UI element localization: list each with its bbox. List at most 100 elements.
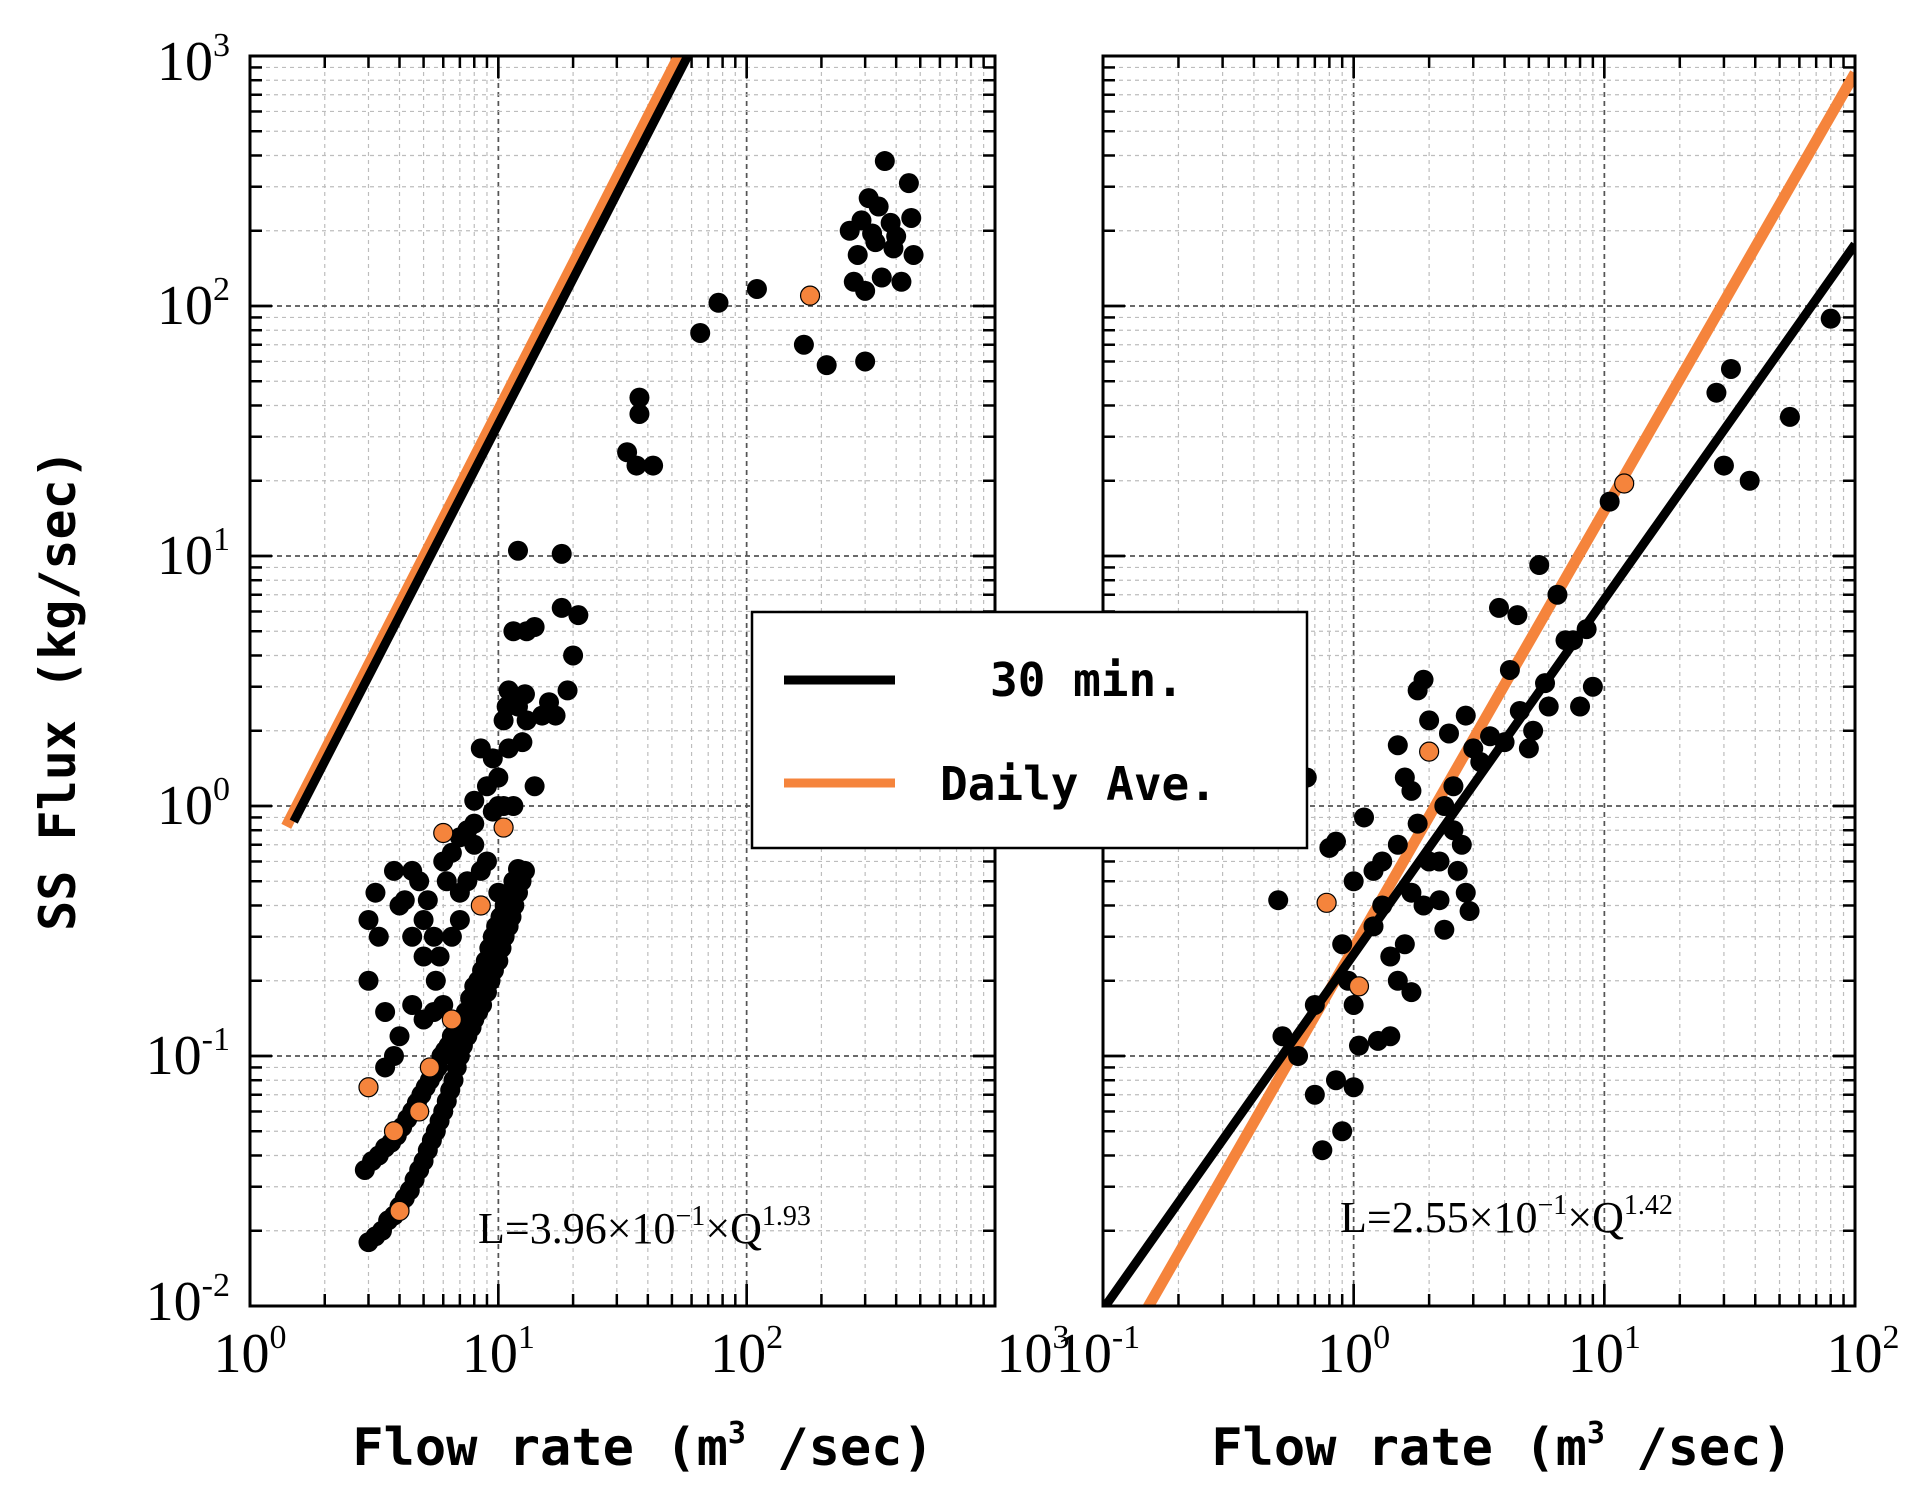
point-30min [1372,895,1393,916]
left-x-axis-label: Flow rate (m3 /sec) [352,1416,934,1478]
point-30min [545,705,566,726]
point-daily-ave [383,1121,405,1142]
x-tick-label: 102 [710,1319,783,1385]
point-30min [1518,738,1539,759]
y-tick-label: 100 [157,771,230,837]
point-30min [1529,555,1550,576]
point-30min [1272,1026,1293,1047]
point-30min [507,540,528,561]
point-30min [1434,796,1455,816]
point-30min [1325,831,1346,852]
point-30min [402,994,423,1015]
point-30min [855,280,876,301]
point-30min [1509,700,1530,721]
point-30min [874,151,895,172]
point-30min [1343,1077,1364,1098]
point-30min [1401,982,1422,1003]
point-30min [1720,358,1741,379]
point-30min [1563,630,1584,651]
point-30min [488,767,509,788]
point-30min [449,909,470,930]
point-30min [629,403,650,424]
point-30min [516,710,537,731]
point-30min [1434,919,1455,940]
point-daily-ave [409,1101,430,1122]
point-daily-ave [1419,741,1440,762]
point-30min [383,1046,404,1066]
point-30min [1451,834,1472,855]
point-30min [512,732,533,753]
point-30min [690,322,711,343]
fit-line-daily-ave- [1142,70,1855,1306]
point-30min [429,946,450,967]
right-x-tick-labels: 10-1 100 101 102 [1056,1319,1900,1385]
point-30min [868,196,889,217]
point-30min [643,455,664,476]
point-30min [1325,1070,1346,1091]
point-30min [1380,946,1401,967]
point-30min [441,842,462,863]
point-30min [1413,895,1434,916]
point-daily-ave [1614,473,1635,494]
point-30min [1312,1140,1333,1161]
point-30min [1372,851,1393,872]
left-y-tick-labels: 10-2 10-1 100 101 102 103 [146,27,230,1333]
point-30min [871,267,892,288]
point-daily-ave [799,285,821,306]
point-30min [1387,735,1408,756]
left-x-tick-labels: 100 101 102 103 [214,1319,1070,1385]
right-equation: L=2.55×10−1×Q1.42 [1340,1190,1673,1242]
point-30min [1488,597,1509,618]
point-30min [1401,780,1422,801]
point-30min [865,232,886,253]
left-chart: 100 101 102 103 10-2 10-1 100 101 102 103 L=3.96… [146,27,1070,1385]
x-tick-label: 101 [1568,1319,1641,1385]
point-30min [1820,308,1841,329]
point-30min [503,796,524,816]
point-30min [1429,851,1450,872]
point-30min [1343,994,1364,1015]
point-daily-ave [389,1200,410,1222]
x-tick-label: 102 [1827,1319,1900,1385]
point-30min [793,334,814,355]
point-30min [365,882,386,903]
point-30min [1288,1046,1309,1066]
x-tick-label: 101 [462,1319,535,1385]
point-30min [358,909,379,930]
point-daily-ave [358,1077,379,1098]
right-fit-lines [1103,70,1855,1306]
point-30min [1447,860,1468,881]
y-tick-label: 101 [157,521,230,587]
point-30min [1570,696,1591,717]
point-30min [1419,710,1440,731]
point-30min [1499,659,1520,680]
point-30min [1407,813,1428,834]
point-30min [557,680,578,701]
point-daily-ave [1316,892,1337,913]
point-30min [891,271,912,292]
fit-line-30-min- [289,56,693,824]
point-30min [1401,882,1422,903]
right-data-points [1268,308,1841,1161]
point-30min [413,909,434,930]
point-30min [1413,669,1434,690]
point-30min [1304,1084,1325,1105]
point-30min [1380,1026,1401,1047]
point-30min [1523,720,1544,741]
point-daily-ave [493,817,514,838]
point-30min [1713,455,1734,476]
fit-line-30-min- [1103,241,1855,1306]
point-30min [476,851,497,872]
point-30min [498,680,519,701]
point-daily-ave [433,822,454,844]
legend-box [750,610,1309,850]
point-30min [464,813,485,834]
point-30min [413,946,434,967]
point-daily-ave [1348,976,1370,997]
left-grid [250,56,995,1306]
point-30min [464,790,485,811]
point-30min [1348,1035,1369,1056]
point-30min [358,970,379,991]
point-30min [482,748,503,769]
